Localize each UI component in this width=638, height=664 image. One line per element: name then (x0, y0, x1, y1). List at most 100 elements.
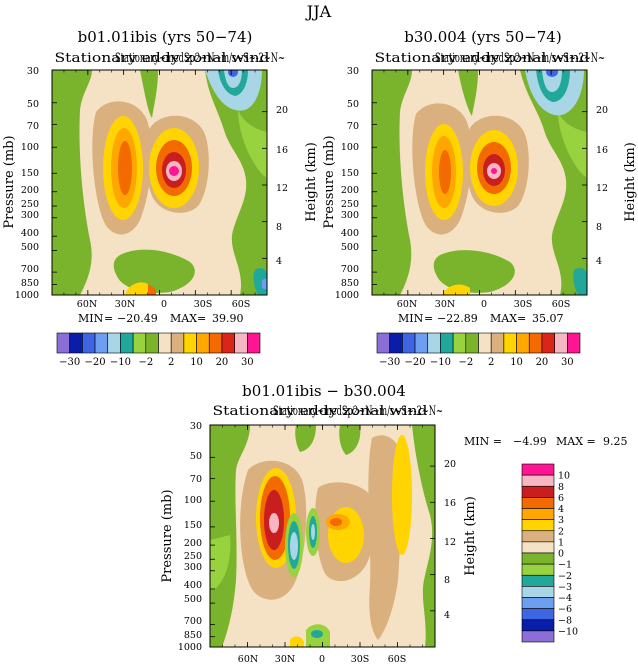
colorbar-box (521, 485, 555, 498)
figure-title: JJA (305, 2, 332, 21)
x-tick-marks (210, 424, 435, 648)
x-tick-marks (372, 69, 587, 296)
colorbar-box (521, 630, 555, 643)
colorbar-box (521, 530, 555, 543)
contour-pink-main (269, 513, 279, 533)
x-tick-label: 30S (514, 299, 533, 310)
stat-min-value: −4.99 (513, 435, 547, 448)
stat-max-label: MAX = (556, 435, 596, 448)
stat-max-label: MAX (490, 312, 517, 325)
colorbar-box (521, 519, 555, 532)
y-right-tick-label: 16 (444, 498, 456, 509)
colorbar-label: −8 (558, 615, 572, 626)
x-tick-label: 30N (115, 299, 135, 310)
colorbar-box (521, 463, 555, 476)
colorbar-box (107, 332, 121, 354)
colorbar-label: −2 (458, 357, 473, 368)
colorbar-label: 0 (558, 549, 564, 560)
y-right-tick-label: 16 (596, 145, 608, 156)
contour-red-1 (439, 150, 451, 194)
colorbar-label: 10 (510, 357, 523, 368)
y-right-tick-label: 20 (444, 459, 456, 470)
y-tick-label: 50 (27, 99, 39, 110)
panel-top-left: b01.01ibis (yrs 50−74) Stationary eddy z… (2, 28, 319, 325)
colorbar-box (521, 597, 555, 609)
contour-low-yellow (444, 284, 470, 295)
contour-green-low (113, 249, 195, 293)
contour-lightblue-top (224, 70, 242, 88)
colorbar-label: −30 (379, 357, 400, 368)
colorbar-left: −30 −20 −10 −2 2 10 20 30 (56, 332, 261, 368)
y-tick-label: 250 (184, 551, 202, 562)
colorbar-label: −30 (59, 357, 80, 368)
colorbar-label: −10 (558, 626, 578, 637)
y-right-tick-label: 20 (596, 105, 608, 116)
colorbar-box (247, 332, 261, 354)
x-tick-label: 60N (77, 299, 97, 310)
colorbar-label: 20 (216, 357, 229, 368)
colorbar-box (554, 332, 568, 354)
stat-min-eq: = (424, 312, 433, 325)
colorbar-box (427, 332, 441, 354)
colorbar-box (521, 497, 555, 509)
panel-subtitle-overlap: Stationary~medSp2~N~m/s~S~-2~N~ (273, 404, 443, 419)
x-tick-label: 30S (194, 299, 213, 310)
x-tick-label: 30N (435, 299, 455, 310)
panel-subtitle-overlap: Stationary~medSp2~N~m/s~S~-2~N~ (435, 51, 605, 66)
colorbar-box (503, 332, 517, 354)
colorbar-box (521, 474, 555, 487)
y-right-tick-label: 20 (276, 105, 288, 116)
colorbar-box (521, 574, 555, 587)
contour-green-right (339, 425, 361, 455)
colorbar-label: 1 (558, 537, 564, 548)
colorbar-box (234, 332, 248, 354)
contour-green-mid (140, 70, 158, 118)
panel-title: b01.01ibis − b30.004 (242, 382, 406, 400)
y-axis-label-right: Height (km) (304, 142, 319, 222)
contour-yellow-a (392, 435, 412, 555)
colorbar-label: −2 (138, 357, 153, 368)
colorbar-label: −1 (558, 560, 572, 571)
colorbar-label: 3 (558, 515, 564, 526)
colorbar-box (528, 332, 543, 354)
y-axis-label: Pressure (mb) (160, 489, 175, 582)
colorbar-label: 2 (558, 526, 564, 537)
panel-title: b01.01ibis (yrs 50−74) (78, 28, 253, 46)
colorbar-box (490, 332, 505, 354)
contour-blue-core (228, 70, 238, 77)
stat-min-value: −22.89 (437, 312, 478, 325)
contour-green-mid (295, 425, 316, 452)
y-tick-label: 30 (190, 421, 202, 432)
colorbar-right: −30 −20 −10 −2 2 10 20 30 (376, 332, 581, 368)
panel-subtitle: Stationary eddy zonal wind (375, 51, 590, 66)
colorbar-box (389, 332, 403, 354)
y-right-tick-label: 12 (444, 537, 456, 548)
colorbar-box (145, 332, 159, 354)
colorbar-box (414, 332, 429, 354)
y-tick-label: 300 (21, 210, 39, 221)
colorbar-box (221, 332, 235, 354)
colorbar-box (516, 332, 530, 354)
y-right-tick-label: 8 (444, 575, 450, 586)
colorbar-box (452, 332, 467, 354)
colorbar-box (158, 332, 172, 354)
y-tick-label: 100 (21, 142, 39, 153)
colorbar-label: −20 (405, 357, 426, 368)
contour-redorange-b (330, 518, 342, 526)
y-tick-label: 70 (347, 121, 359, 132)
y-tick-label: 70 (27, 121, 39, 132)
colorbar-label: 8 (558, 482, 564, 493)
contour-low-teal (311, 630, 323, 638)
y-right-tick-label: 12 (276, 183, 288, 194)
stat-max-eq: = (197, 312, 206, 325)
colorbar-label: −10 (430, 357, 451, 368)
contour-magenta-2 (491, 168, 497, 174)
y-tick-label: 400 (184, 580, 202, 591)
y-tick-label: 500 (21, 242, 39, 253)
contour-green-mid (458, 70, 478, 116)
y-right-tick-label: 8 (596, 222, 602, 233)
colorbar-box (376, 332, 390, 354)
contour-lightgreen-right (558, 112, 587, 178)
stat-min-eq: = (104, 312, 113, 325)
colorbar-label: 10 (558, 471, 570, 482)
